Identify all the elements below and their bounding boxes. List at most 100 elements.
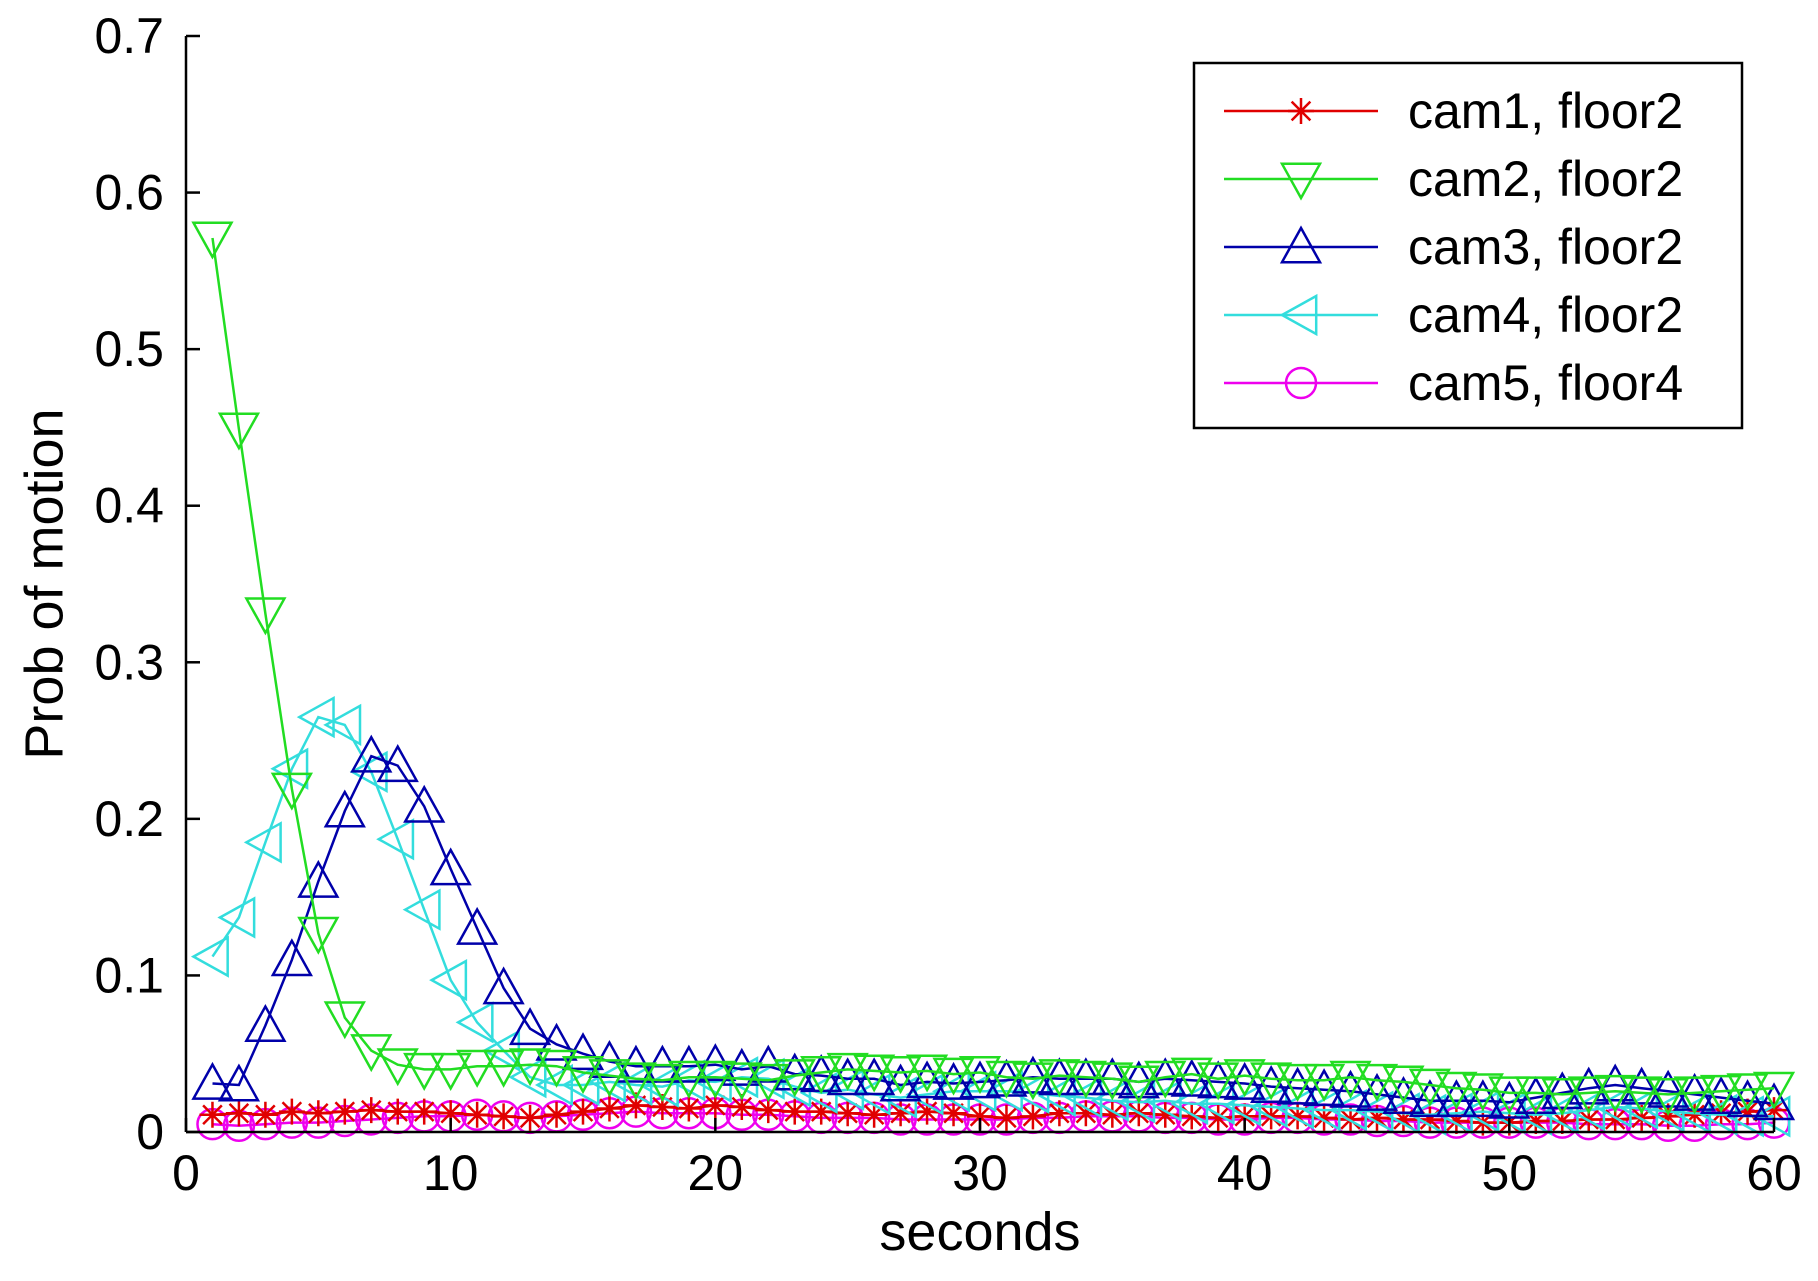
data-point	[1099, 1101, 1126, 1128]
data-point	[1514, 1093, 1553, 1136]
data-point	[482, 966, 525, 1005]
legend-label: cam5, floor4	[1408, 355, 1683, 411]
x-tick-label: 60	[1746, 1145, 1802, 1201]
data-point	[570, 1098, 596, 1125]
data-point	[270, 938, 313, 977]
legend-marker	[1279, 293, 1318, 337]
data-point	[376, 744, 419, 783]
data-point	[1223, 1059, 1266, 1098]
data-point	[376, 1048, 419, 1087]
data-point	[297, 916, 340, 955]
data-point	[1178, 1103, 1205, 1130]
data-point	[747, 1063, 790, 1102]
data-point	[1655, 1103, 1682, 1130]
data-point	[1435, 1071, 1478, 1110]
data-point	[323, 703, 362, 747]
data-point	[1223, 1061, 1266, 1100]
y-tick-label: 0.1	[94, 947, 164, 1003]
data-point	[1276, 1087, 1315, 1130]
data-point	[1514, 1076, 1557, 1115]
data-point	[1302, 1068, 1346, 1107]
data-point	[490, 1103, 517, 1130]
data-point	[1681, 1101, 1708, 1128]
data-point	[350, 1034, 393, 1073]
legend-marker	[1279, 225, 1323, 264]
x-tick-label: 10	[423, 1145, 479, 1201]
data-point	[1699, 1074, 1743, 1113]
data-point	[358, 1097, 385, 1124]
data-point	[1761, 1097, 1787, 1124]
data-point	[464, 1101, 491, 1128]
data-point	[429, 1052, 472, 1091]
series-line	[212, 754, 1775, 1106]
data-point	[853, 1057, 896, 1096]
data-point	[990, 1103, 1023, 1136]
data-point	[252, 1101, 279, 1128]
data-point	[879, 1056, 922, 1095]
data-point	[967, 1103, 993, 1130]
y-tick-label: 0.6	[94, 165, 164, 221]
data-point	[1408, 1068, 1452, 1107]
data-point	[1522, 1108, 1549, 1135]
data-point	[1382, 1065, 1425, 1104]
data-point	[384, 1098, 411, 1125]
data-point	[1602, 1106, 1629, 1133]
data-point	[1416, 1106, 1443, 1133]
data-point	[932, 1061, 975, 1100]
data-point	[508, 1007, 552, 1046]
data-point	[244, 597, 287, 636]
data-point	[1355, 1072, 1399, 1111]
data-point	[1549, 1108, 1576, 1135]
data-point	[1594, 1074, 1637, 1113]
data-point	[826, 1057, 869, 1096]
data-point	[879, 1063, 922, 1102]
data-point	[535, 1022, 578, 1061]
data-point	[596, 1095, 623, 1122]
data-point	[1152, 1101, 1179, 1128]
data-point	[1646, 1090, 1685, 1133]
data-point	[932, 1057, 975, 1096]
data-point	[1072, 1100, 1099, 1127]
data-point	[191, 221, 234, 260]
data-point	[1329, 1069, 1372, 1108]
data-point	[1250, 1065, 1293, 1104]
y-tick-label: 0.4	[94, 478, 164, 534]
data-point	[1011, 1055, 1055, 1094]
data-point	[1734, 1098, 1761, 1125]
data-point	[190, 935, 229, 978]
data-point	[887, 1100, 914, 1127]
data-point	[1038, 1059, 1081, 1098]
data-point	[456, 906, 499, 945]
data-point	[350, 734, 393, 773]
legend-item: cam2, floor2	[1224, 151, 1683, 207]
data-point	[243, 821, 282, 864]
data-point	[1567, 1076, 1610, 1115]
data-point	[1276, 1063, 1319, 1102]
data-point	[1620, 1066, 1663, 1105]
data-point	[1064, 1060, 1107, 1099]
data-point	[535, 1049, 578, 1088]
data-point	[323, 1001, 366, 1040]
data-point	[940, 1100, 967, 1127]
data-point	[1541, 1071, 1584, 1110]
data-point	[1170, 1057, 1213, 1096]
data-point	[1620, 1076, 1663, 1115]
data-point	[411, 1098, 438, 1125]
data-point	[958, 1060, 1002, 1099]
data-point	[1197, 1062, 1240, 1101]
data-point	[728, 1093, 755, 1120]
data-point	[1435, 1079, 1478, 1118]
data-point	[914, 1098, 941, 1125]
data-point	[199, 1101, 226, 1128]
axes: 0 10 20 30 40 50 60 0 0.1 0.2 0.3 0.4 0.5 0.6 0.7	[94, 8, 1801, 1201]
data-point	[1037, 1074, 1076, 1118]
legend-marker	[1284, 366, 1318, 400]
data-point	[1647, 1077, 1690, 1116]
x-tick-label: 40	[1217, 1145, 1273, 1201]
data-point	[667, 1060, 710, 1099]
data-point	[905, 1060, 949, 1099]
y-tick-label: 0.2	[94, 791, 164, 847]
legend-item: cam5, floor4	[1224, 355, 1683, 411]
data-point	[993, 1104, 1020, 1131]
